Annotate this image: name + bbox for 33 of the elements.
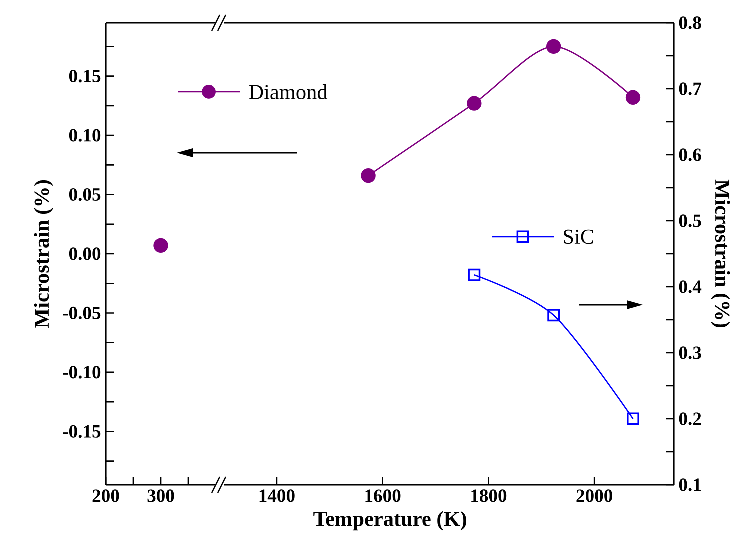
point: [548, 309, 560, 322]
y2-tick-label: 0.3: [679, 346, 702, 360]
point: [546, 39, 562, 54]
y-tick-label: 0.15: [69, 70, 101, 83]
y-tick-label: -0.05: [63, 306, 101, 320]
y2-tick-label: 0.1: [679, 478, 701, 492]
x-tick-label: 1400: [260, 490, 295, 502]
x-axis-title: Temperature (K): [314, 511, 466, 531]
x-tick-label: 1600: [366, 490, 401, 502]
y-tick-label: 0.00: [69, 248, 101, 260]
x-tick-label: 300: [148, 490, 174, 502]
legend-label: Diamond: [249, 84, 328, 100]
y-axis-title: Microstrain (%): [34, 180, 54, 328]
point: [627, 412, 640, 426]
point: [467, 96, 482, 111]
y2-tick-label: 0.6: [679, 148, 702, 162]
y2-tick-label: 0.4: [679, 280, 702, 294]
legend-label: SiC: [564, 230, 594, 244]
point: [626, 90, 641, 105]
y-tick-label: -0.15: [63, 425, 101, 438]
y-tick-label: -0.10: [63, 366, 101, 379]
point: [468, 268, 481, 282]
y-tick-label: 0.05: [69, 188, 101, 202]
y2-axis-title: Microstrain (%): [711, 180, 730, 328]
x-tick-label: 1800: [472, 490, 507, 502]
y2-tick-label: 0.8: [679, 16, 702, 30]
y2-tick-label: 0.7: [679, 82, 702, 96]
y2-tick-label: 0.2: [679, 412, 702, 426]
y2-tick-label: 0.5: [679, 214, 702, 228]
point: [361, 168, 376, 184]
x-tick-label: 200: [92, 490, 120, 502]
y-tick-label: 0.10: [69, 129, 101, 142]
x-tick-label: 2000: [576, 490, 612, 502]
